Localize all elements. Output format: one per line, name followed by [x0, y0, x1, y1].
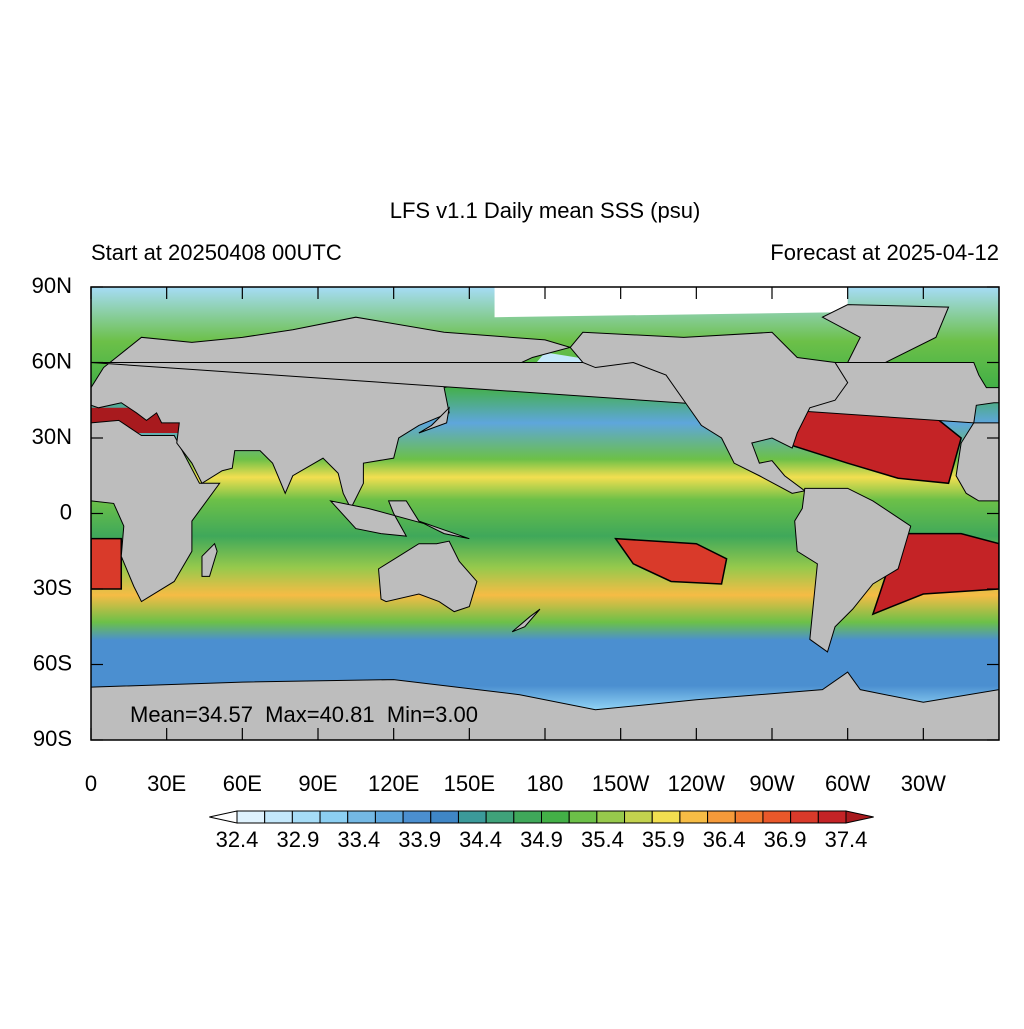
left-subtitle: Start at 20250408 00UTC: [91, 240, 342, 265]
colorbar-box: [264, 810, 293, 824]
colorbar-label: 34.9: [520, 827, 563, 852]
colorbar-box: [457, 810, 487, 824]
x-tick-label: 30W: [901, 771, 946, 796]
salty-region: [614, 537, 728, 585]
x-tick-label: 30E: [147, 771, 186, 796]
colorbar-box: [430, 810, 459, 824]
x-tick-label: 150E: [444, 771, 495, 796]
x-tick-label: 180: [527, 771, 564, 796]
right-subtitle: Forecast at 2025-04-12: [770, 240, 999, 265]
colorbar-label: 32.4: [216, 827, 259, 852]
colorbar-box: [347, 810, 376, 824]
colorbar-label: 36.9: [764, 827, 807, 852]
colorbar-label: 35.4: [581, 827, 624, 852]
y-tick-label: 90N: [32, 273, 72, 298]
colorbar-box: [374, 810, 404, 824]
x-tick-label: 90W: [749, 771, 794, 796]
colorbar-box: [762, 810, 792, 824]
y-tick-label: 90S: [33, 726, 72, 751]
colorbar-box: [568, 810, 598, 824]
colorbar-end: [209, 810, 238, 824]
colorbar-label: 34.4: [459, 827, 502, 852]
colorbar-end: [845, 810, 874, 824]
x-tick-label: 60E: [223, 771, 262, 796]
colorbar-box: [513, 810, 542, 824]
colorbar-label: 32.9: [276, 827, 319, 852]
sea-ice: [494, 287, 848, 318]
colorbar-box: [596, 810, 626, 824]
salty-region: [871, 532, 999, 616]
x-tick-label: 60W: [825, 771, 870, 796]
map-area: [91, 287, 999, 740]
y-tick-label: 60N: [32, 348, 72, 373]
y-tick-label: 30N: [32, 424, 72, 449]
colorbar-box: [707, 810, 736, 824]
colorbar-label: 35.9: [642, 827, 685, 852]
y-tick-label: 0: [60, 499, 72, 524]
land: [91, 304, 999, 740]
y-tick-label: 60S: [33, 650, 72, 675]
colorbar-box: [624, 810, 653, 824]
colorbar-box: [651, 810, 681, 824]
x-tick-label: 90E: [298, 771, 337, 796]
x-tick-label: 120E: [368, 771, 419, 796]
colorbar-box: [817, 810, 847, 824]
salty-region: [91, 537, 123, 590]
colorbar-box: [485, 810, 515, 824]
x-tick-label: 120W: [668, 771, 726, 796]
colorbar-box: [319, 810, 349, 824]
colorbar-label: 36.4: [703, 827, 746, 852]
colorbar-box: [402, 810, 432, 824]
colorbar-box: [679, 810, 709, 824]
colorbar-box: [541, 810, 570, 824]
y-tick-label: 30S: [33, 575, 72, 600]
colorbar-label: 37.4: [825, 827, 868, 852]
colorbar-box: [790, 810, 819, 824]
colorbar-box: [291, 810, 321, 824]
colorbar-box: [236, 810, 266, 824]
colorbar-label: 33.9: [398, 827, 441, 852]
stats-annotation: Mean=34.57 Max=40.81 Min=3.00: [130, 702, 478, 727]
map-title: LFS v1.1 Daily mean SSS (psu): [390, 198, 701, 223]
x-tick-label: 150W: [592, 771, 650, 796]
x-tick-label: 0: [85, 771, 97, 796]
colorbar-box: [734, 810, 764, 824]
colorbar-label: 33.4: [337, 827, 380, 852]
